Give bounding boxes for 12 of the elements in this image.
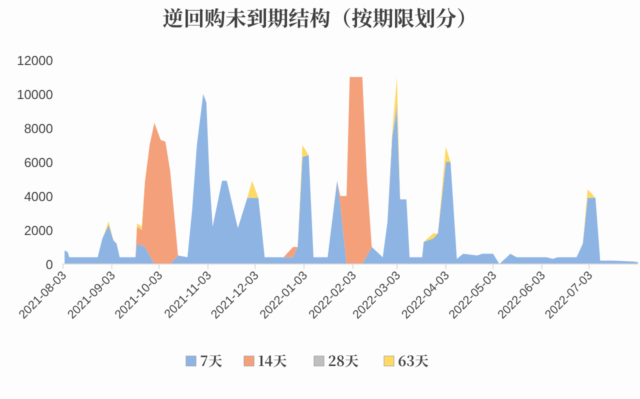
y-tick-label: 10000	[16, 87, 53, 102]
y-tick-label: 2000	[24, 223, 53, 238]
chart-title: 逆回购未到期结构（按期限划分）	[162, 3, 478, 33]
legend-label: 28天	[328, 351, 359, 371]
y-tick-label: 8000	[24, 121, 53, 136]
legend-label: 63天	[398, 351, 429, 371]
y-tick-label: 12000	[16, 53, 53, 68]
y-tick-label: 0	[46, 257, 53, 272]
legend-label: 7天	[200, 351, 222, 371]
y-tick-label: 6000	[24, 155, 53, 170]
legend-label: 14天	[258, 351, 287, 371]
y-tick-label: 4000	[24, 189, 53, 204]
